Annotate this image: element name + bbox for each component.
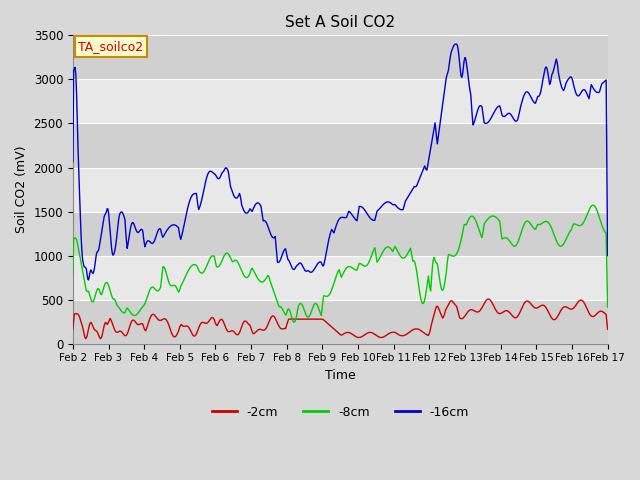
Y-axis label: Soil CO2 (mV): Soil CO2 (mV) bbox=[15, 146, 28, 233]
Bar bbox=[73, 123, 607, 168]
Text: TA_soilco2: TA_soilco2 bbox=[78, 40, 143, 53]
Bar bbox=[73, 79, 607, 123]
Title: Set A Soil CO2: Set A Soil CO2 bbox=[285, 15, 396, 30]
Legend: -2cm, -8cm, -16cm: -2cm, -8cm, -16cm bbox=[207, 401, 474, 424]
X-axis label: Time: Time bbox=[325, 369, 356, 382]
Bar bbox=[73, 256, 607, 300]
Bar bbox=[73, 36, 607, 79]
Bar bbox=[73, 212, 607, 256]
Bar bbox=[73, 300, 607, 344]
Bar bbox=[73, 168, 607, 212]
